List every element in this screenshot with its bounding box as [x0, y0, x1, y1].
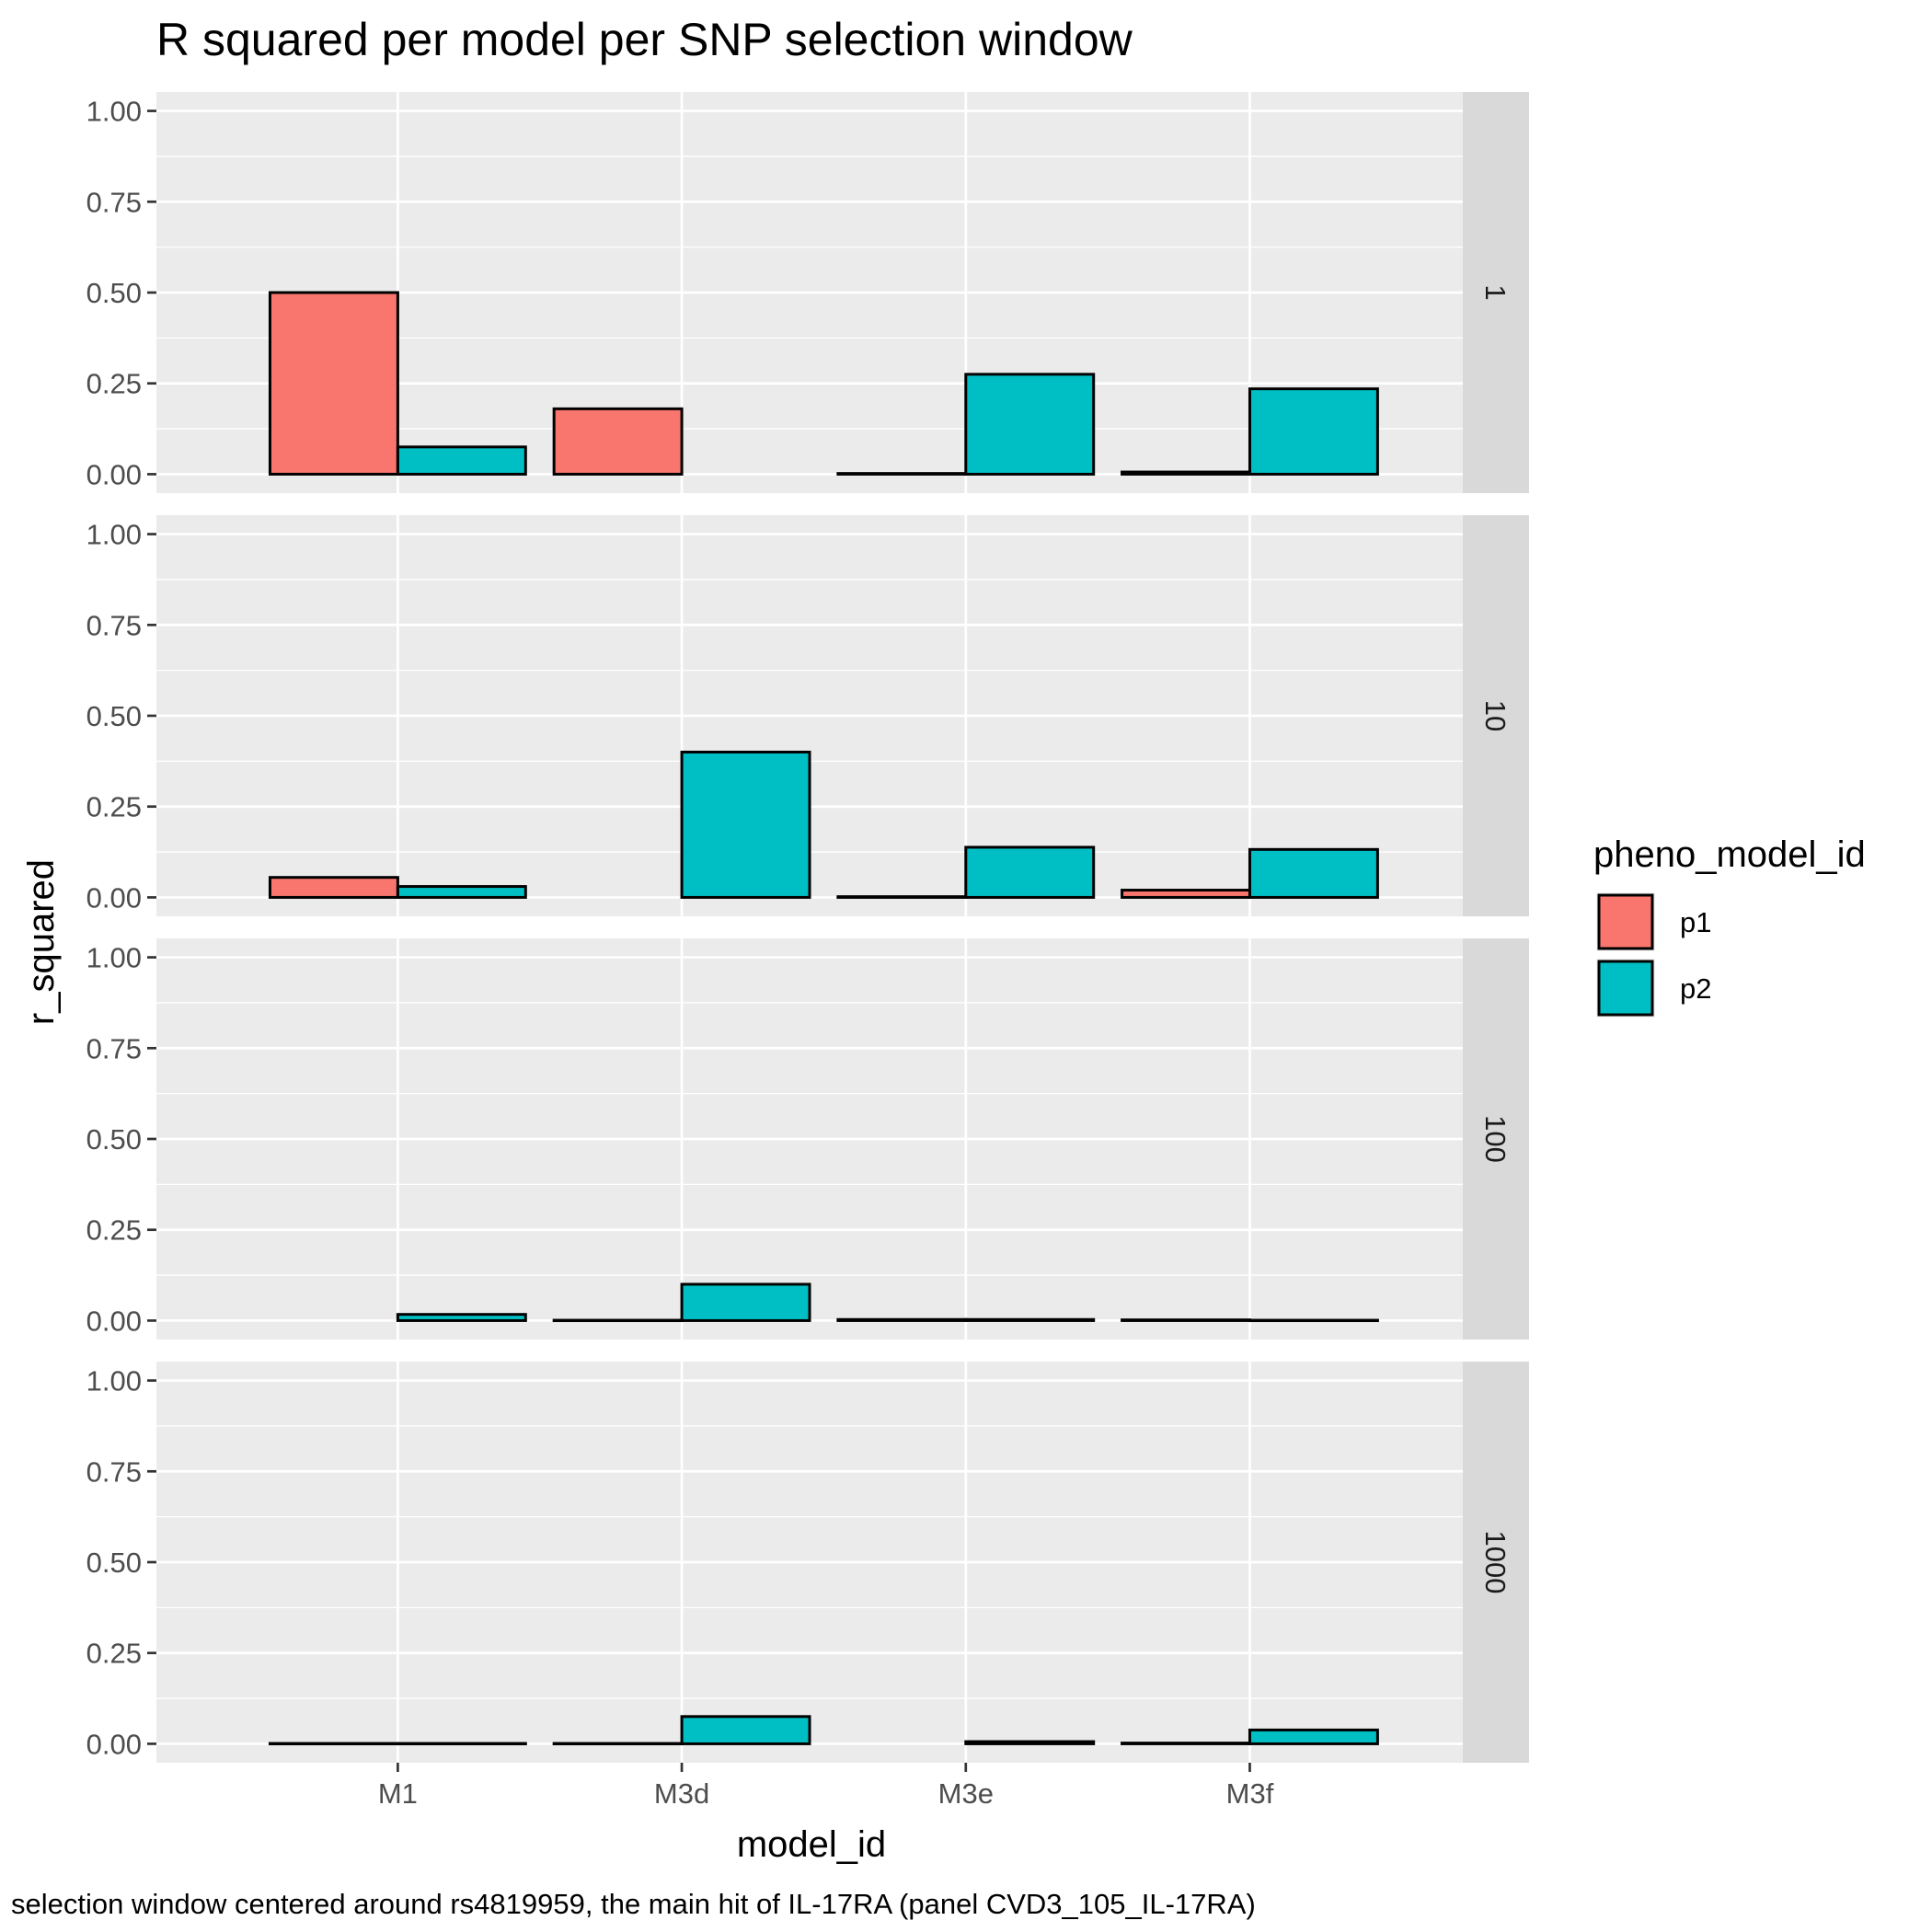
y-tick-label: 1.00 — [86, 942, 142, 974]
bar-p2-M3f-window-100 — [1248, 1318, 1379, 1323]
y-tick-label: 0.50 — [86, 700, 142, 732]
y-tick-label: 0.75 — [86, 186, 142, 218]
bar-p2-M3e-window-10 — [964, 845, 1096, 899]
chart-caption: selection window centered around rs48199… — [11, 1888, 1256, 1920]
facet-strip-label: 1 — [1479, 284, 1512, 300]
bar-p1-M3f-window-100 — [1121, 1318, 1251, 1322]
chart-title: R squared per model per SNP selection wi… — [156, 14, 1133, 65]
y-tick-label: 0.75 — [86, 1032, 142, 1064]
bar-p2-M3e-window-100 — [964, 1317, 1096, 1322]
facet-panel-1000: 0.00 0.25 0.50 0.75 1.00 1000 — [86, 1362, 1529, 1763]
facet-strip-label: 100 — [1479, 1115, 1512, 1163]
y-tick-label: 0.75 — [86, 1455, 142, 1488]
facet-strip — [1463, 938, 1529, 1340]
y-tick-label: 0.00 — [86, 1728, 142, 1760]
bar-p2-M3f-window-1000 — [1248, 1728, 1379, 1745]
bar-p1-M3f-window-1000 — [1121, 1742, 1251, 1745]
bar-p2-M3d-window-100 — [680, 1282, 811, 1322]
y-tick-label: 0.25 — [86, 1214, 142, 1247]
y-tick-label: 0.25 — [86, 1638, 142, 1670]
y-tick-label: 0.50 — [86, 277, 142, 309]
bar-p1-M3e-window-100 — [836, 1317, 968, 1322]
bar-p2-M3d-window-1000 — [680, 1715, 811, 1745]
legend: pheno_model_id p1 p2 — [1593, 834, 1866, 1018]
bar-p1-M1-window-1 — [268, 291, 399, 476]
bar-p1-M3f-window-10 — [1121, 889, 1251, 899]
x-axis-title: model_id — [737, 1824, 886, 1865]
facet-strip — [1463, 92, 1529, 493]
facet-strip — [1463, 515, 1529, 916]
bar-p1-M3e-window-1 — [836, 472, 968, 476]
bar-p2-M1-window-100 — [396, 1313, 527, 1322]
legend-title: pheno_model_id — [1593, 834, 1866, 875]
facet-strip — [1463, 1362, 1529, 1763]
facet-panels: 0.00 0.25 0.50 0.75 1.00 1 0.00 0.25 0.50 0.75 1.0… — [86, 92, 1529, 1763]
y-tick-label: 0.00 — [86, 458, 142, 490]
y-tick-label: 0.25 — [86, 368, 142, 400]
y-tick-label: 1.00 — [86, 1365, 142, 1397]
x-axis: M1 M3d M3e M3f — [378, 1763, 1274, 1810]
y-tick-label: 0.50 — [86, 1123, 142, 1156]
bar-p2-M1-window-1000 — [396, 1742, 527, 1746]
bar-p2-M3e-window-1000 — [964, 1740, 1096, 1745]
y-tick-label: 0.00 — [86, 881, 142, 914]
y-tick-label: 0.25 — [86, 791, 142, 823]
bar-p2-M1-window-1 — [396, 445, 527, 476]
y-tick-label: 0.75 — [86, 609, 142, 641]
bar-p1-M3d-window-100 — [552, 1318, 684, 1323]
x-tick-label: M1 — [378, 1777, 418, 1810]
facet-panel-1: 0.00 0.25 0.50 0.75 1.00 1 — [86, 92, 1529, 493]
facet-strip-label: 1000 — [1479, 1531, 1512, 1594]
x-tick-label: M3f — [1226, 1777, 1274, 1810]
y-axis-title: r_squared — [21, 859, 62, 1025]
y-tick-label: 0.00 — [86, 1305, 142, 1337]
legend-swatch-p1 — [1597, 893, 1654, 950]
bar-p1-M3f-window-1 — [1121, 470, 1251, 476]
bar-p1-M3d-window-1000 — [552, 1742, 684, 1746]
bar-p2-M3f-window-1 — [1248, 387, 1379, 476]
bar-p2-M3f-window-10 — [1248, 847, 1379, 899]
bar-p1-M1-window-1000 — [268, 1742, 399, 1746]
facet-panel-100: 0.00 0.25 0.50 0.75 1.00 100 — [86, 938, 1529, 1340]
bar-p1-M3d-window-1 — [552, 407, 684, 476]
bar-p2-M1-window-10 — [396, 885, 527, 899]
facet-panel-10: 0.00 0.25 0.50 0.75 1.00 10 — [86, 515, 1529, 916]
bar-p1-M1-window-10 — [268, 876, 399, 899]
y-tick-label: 1.00 — [86, 96, 142, 128]
x-tick-label: M3e — [938, 1777, 994, 1810]
y-tick-label: 0.50 — [86, 1547, 142, 1579]
x-tick-label: M3d — [654, 1777, 709, 1810]
bar-p2-M3e-window-1 — [964, 373, 1096, 476]
legend-label-p1: p1 — [1680, 906, 1711, 938]
legend-label-p2: p2 — [1680, 972, 1711, 1005]
bar-p1-M3e-window-10 — [836, 895, 968, 899]
facet-strip-label: 10 — [1479, 700, 1512, 731]
legend-swatch-p2 — [1597, 960, 1654, 1017]
bar-p2-M3d-window-10 — [680, 750, 811, 899]
y-tick-label: 1.00 — [86, 519, 142, 551]
